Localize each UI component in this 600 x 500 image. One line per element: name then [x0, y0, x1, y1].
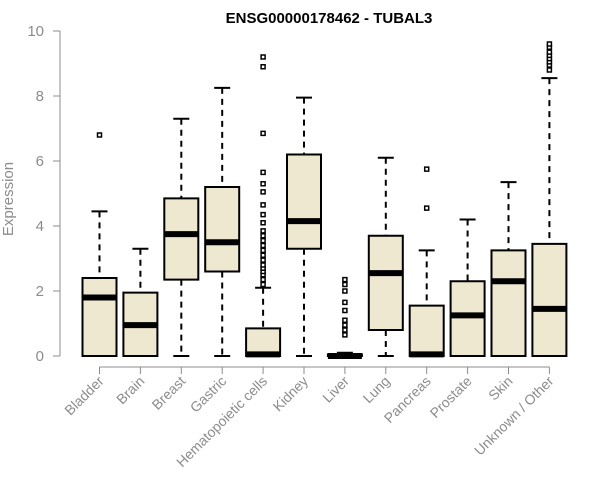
x-tick-label: Bladder [61, 373, 107, 419]
outlier-point [342, 281, 348, 288]
outlier-point [260, 189, 266, 195]
outlier-point [342, 332, 348, 338]
outlier-point [260, 169, 266, 176]
box-group [490, 181, 527, 357]
box-group [245, 54, 282, 358]
outlier-point [260, 202, 266, 208]
box-iqr [531, 242, 568, 357]
outlier-point [423, 166, 430, 172]
x-tick-label: Liver [319, 373, 352, 406]
outlier-point [260, 228, 266, 234]
box-group [449, 218, 486, 357]
box-group [326, 276, 363, 359]
boxes-layer [81, 41, 568, 359]
outlier-point [260, 281, 266, 288]
outlier-point [546, 49, 553, 55]
outlier-point [342, 299, 348, 306]
box-group [408, 166, 445, 358]
box-group [163, 117, 200, 357]
box-iqr [286, 153, 322, 250]
outlier-point [260, 237, 266, 244]
y-axis: 0 2 4 6 8 10 [27, 23, 61, 365]
box-iqr [81, 277, 118, 357]
outlier-point [260, 64, 266, 70]
y-tick-label: 10 [27, 23, 44, 40]
chart-title: ENSG00000178462 - TUBAL3 [226, 10, 433, 27]
x-tick-label: Brain [113, 373, 147, 407]
y-tick-label: 6 [36, 153, 44, 170]
y-tick-label: 0 [36, 348, 44, 365]
box-iqr [163, 197, 200, 281]
outlier-point [342, 288, 348, 294]
box-group [204, 86, 241, 357]
box-iqr [367, 234, 404, 331]
y-tick-label: 8 [36, 88, 44, 105]
outlier-point [260, 247, 266, 254]
outlier-point [96, 132, 103, 138]
outlier-point [342, 276, 348, 283]
box-group [367, 156, 404, 357]
x-tick-label: Skin [485, 373, 516, 404]
outlier-point [342, 317, 348, 323]
outlier-point [546, 67, 553, 73]
outlier-point [342, 322, 348, 328]
box-group [122, 247, 159, 357]
y-tick-label: 2 [36, 283, 44, 300]
y-tick-label: 4 [36, 218, 44, 235]
x-tick-label: Breast [148, 373, 188, 413]
outlier-point [423, 205, 430, 211]
box-iqr [490, 249, 527, 357]
x-tick-label: Prostate [427, 373, 475, 421]
outlier-point [260, 233, 266, 239]
outlier-point [260, 130, 266, 137]
box-group [286, 96, 322, 357]
box-iqr [408, 304, 445, 357]
outlier-point [260, 242, 266, 249]
outlier-point [260, 276, 266, 283]
outlier-point [260, 211, 266, 218]
outlier-point [342, 307, 348, 314]
box-iqr [204, 186, 241, 273]
box-group [81, 132, 118, 357]
outlier-point [260, 220, 266, 226]
outlier-point [260, 252, 266, 258]
outlier-point [260, 54, 266, 60]
y-axis-label: Expression [0, 162, 17, 236]
outlier-point [546, 41, 553, 47]
box-group [531, 41, 568, 357]
box-iqr [449, 280, 486, 357]
outlier-point [260, 181, 266, 187]
outlier-point [342, 327, 348, 333]
x-tick-label: Lung [360, 373, 393, 406]
outlier-point [260, 262, 266, 268]
x-tick-label: Kidney [270, 373, 312, 415]
outlier-point [260, 257, 266, 263]
